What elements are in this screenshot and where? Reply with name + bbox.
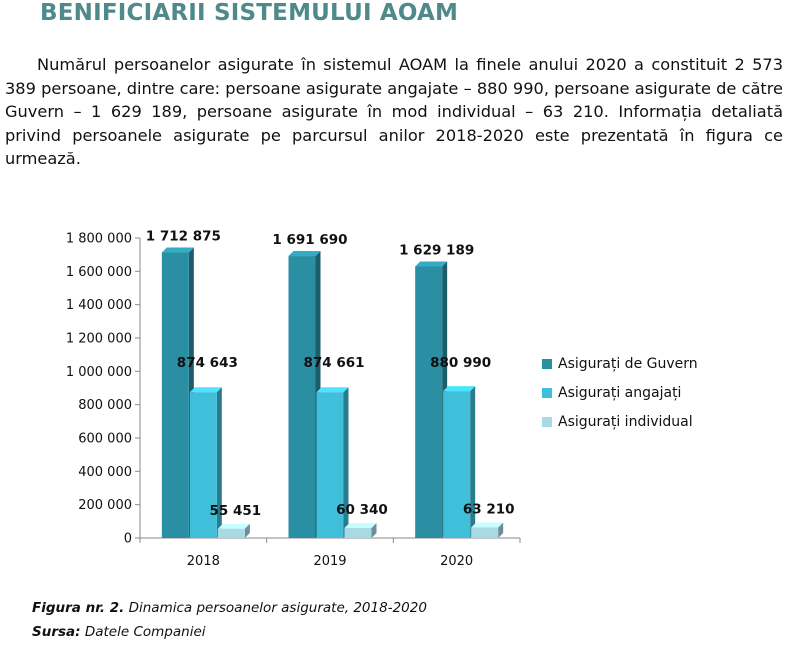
legend-swatch	[542, 359, 552, 369]
bar-side	[371, 522, 377, 538]
y-tick-label: 1 400 000	[66, 298, 132, 313]
source-text: Datele Companiei	[84, 624, 206, 640]
bar-top	[471, 522, 504, 528]
bar	[288, 256, 316, 538]
data-label: 60 340	[336, 502, 388, 518]
y-tick-label: 0	[124, 532, 132, 547]
data-label: 63 210	[463, 501, 515, 517]
bar	[443, 391, 471, 538]
figure-caption-label: Figura nr. 2.	[32, 600, 125, 616]
y-tick-label: 1 600 000	[66, 265, 132, 280]
bar-top	[161, 247, 194, 253]
data-label: 880 990	[430, 355, 491, 371]
legend-swatch	[542, 417, 552, 427]
figure-caption-text: Dinamica persoanelor asigurate, 2018-202…	[128, 600, 427, 616]
bar-chart: 0 200 000 400 000 600 000 800 000 1 000 000 1 …	[66, 229, 698, 569]
y-tick-label: 200 000	[78, 498, 132, 513]
bar-side	[216, 387, 222, 538]
y-tick-label: 1 800 000	[66, 232, 132, 247]
bar	[316, 392, 344, 538]
x-tick-label: 2019	[313, 554, 346, 569]
bar-side	[470, 386, 476, 538]
data-label: 1 629 189	[399, 242, 474, 258]
section-title: BENIFICIARII SISTEMULUI AOAM	[40, 0, 459, 26]
data-label: 1 712 875	[146, 229, 221, 245]
bar	[161, 252, 189, 539]
bar-side	[343, 387, 349, 538]
y-tick-label: 400 000	[78, 465, 132, 480]
y-tick-label: 800 000	[78, 398, 132, 413]
figure-caption: Figura nr. 2. Dinamica persoanelor asigu…	[32, 600, 427, 616]
bar	[189, 392, 217, 538]
data-label: 55 451	[209, 503, 261, 519]
bar-top	[415, 261, 448, 267]
bar-top	[217, 523, 250, 529]
bar	[344, 527, 372, 538]
source-label: Sursa:	[32, 624, 81, 640]
bar-top	[344, 522, 377, 528]
legend-label: Asigurați de Guvern	[558, 356, 698, 372]
x-tick-label: 2020	[440, 554, 473, 569]
y-tick-label: 1 000 000	[66, 365, 132, 380]
data-label: 874 661	[303, 355, 364, 371]
bar-top	[316, 387, 349, 393]
bar	[471, 527, 499, 538]
x-tick-label: 2018	[187, 554, 220, 569]
bar	[415, 266, 443, 538]
bar-side	[498, 522, 504, 538]
source-caption: Sursa: Datele Companiei	[32, 624, 206, 640]
data-label: 874 643	[177, 355, 238, 371]
data-label: 1 691 690	[272, 232, 347, 248]
legend-label: Asigurați angajați	[558, 385, 681, 401]
legend-label: Asigurați individual	[558, 414, 693, 430]
bar-top	[443, 386, 476, 392]
legend-swatch	[542, 388, 552, 398]
bar-side	[244, 523, 250, 538]
bar-top	[189, 387, 222, 393]
bar	[217, 528, 245, 538]
y-tick-label: 1 200 000	[66, 332, 132, 347]
intro-paragraph: Numărul persoanelor asigurate în sistemu…	[5, 55, 783, 169]
bar-top	[288, 251, 321, 257]
y-tick-label: 600 000	[78, 432, 132, 447]
